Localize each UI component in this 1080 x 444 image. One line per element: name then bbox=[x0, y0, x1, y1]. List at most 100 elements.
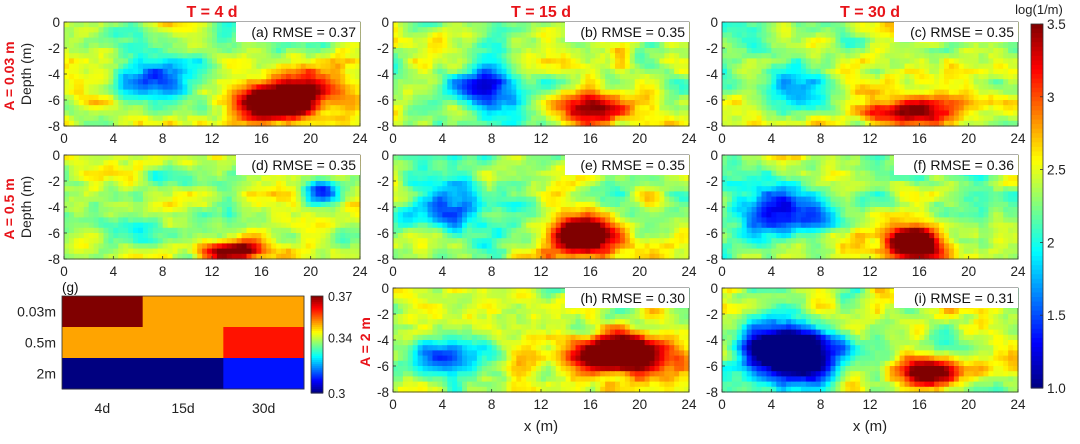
heatmap-cell bbox=[64, 191, 70, 198]
heatmap-cell bbox=[914, 94, 920, 101]
heatmap-cell bbox=[476, 94, 483, 101]
heatmap-cell bbox=[108, 84, 114, 91]
heatmap-cell bbox=[266, 42, 272, 49]
heatmap-cell bbox=[123, 191, 129, 198]
heatmap-cell bbox=[800, 105, 807, 111]
heatmap-cell bbox=[904, 89, 911, 96]
heatmap-cell bbox=[815, 37, 822, 44]
heatmap-cell bbox=[276, 120, 282, 127]
heatmap-cell bbox=[103, 42, 109, 49]
heatmap-cell bbox=[570, 115, 577, 122]
heatmap-cell bbox=[157, 22, 164, 28]
heatmap-cell bbox=[973, 79, 980, 85]
heatmap-cell bbox=[776, 94, 782, 101]
heatmap-cell bbox=[118, 253, 124, 260]
heatmap-cell bbox=[968, 100, 975, 106]
y-tick-label: -4 bbox=[48, 67, 60, 82]
heatmap-cell bbox=[123, 94, 129, 101]
heatmap-cell bbox=[644, 68, 651, 75]
heatmap-cell bbox=[684, 120, 690, 127]
heatmap-cell bbox=[103, 170, 109, 177]
heatmap-cell bbox=[118, 170, 124, 177]
heatmap-cell bbox=[526, 27, 532, 33]
heatmap-cell bbox=[521, 58, 527, 65]
heatmap-cell bbox=[221, 253, 228, 260]
heatmap-cell bbox=[457, 160, 463, 166]
heatmap-cell bbox=[133, 217, 139, 224]
heatmap-cell bbox=[216, 37, 223, 44]
heatmap-cell bbox=[983, 100, 989, 106]
heatmap-cell bbox=[350, 79, 356, 85]
heatmap-cell bbox=[286, 58, 292, 65]
heatmap-cell bbox=[236, 217, 243, 224]
heatmap-cell bbox=[286, 120, 292, 127]
heatmap-cell bbox=[560, 94, 567, 101]
heatmap-cell bbox=[192, 170, 198, 177]
heatmap-cell bbox=[536, 110, 542, 117]
heatmap-cell bbox=[281, 227, 287, 234]
heatmap-cell bbox=[231, 222, 238, 229]
heatmap-cell bbox=[684, 63, 690, 70]
heatmap-cell bbox=[659, 74, 665, 80]
heatmap-cell bbox=[731, 79, 738, 85]
heatmap-cell bbox=[128, 84, 134, 91]
heatmap-cell bbox=[840, 115, 846, 122]
heatmap-cell bbox=[874, 115, 881, 122]
heatmap-cell bbox=[133, 53, 139, 59]
heatmap-cell bbox=[241, 238, 248, 244]
heatmap-cell bbox=[138, 155, 144, 161]
heatmap-cell bbox=[481, 115, 488, 122]
heatmap-cell bbox=[295, 105, 302, 111]
heatmap-cell bbox=[800, 27, 807, 33]
heatmap-cell bbox=[251, 74, 257, 80]
heatmap-cell bbox=[615, 53, 621, 59]
heatmap-cell bbox=[684, 68, 690, 75]
heatmap-cell bbox=[560, 74, 567, 80]
heatmap-cell bbox=[771, 100, 777, 106]
heatmap-cell bbox=[805, 27, 812, 33]
heatmap-cell bbox=[142, 201, 149, 208]
heatmap-cell bbox=[68, 222, 75, 229]
heatmap-cell bbox=[207, 84, 213, 91]
heatmap-cell bbox=[305, 217, 312, 224]
heatmap-cell bbox=[929, 105, 935, 111]
heatmap-cell bbox=[147, 222, 154, 229]
heatmap-cell bbox=[93, 58, 100, 65]
heatmap-cell bbox=[162, 175, 169, 182]
heatmap-cell bbox=[442, 32, 448, 39]
heatmap-cell bbox=[988, 105, 994, 111]
heatmap-cell bbox=[590, 42, 596, 49]
row-title: A = 2 m bbox=[357, 317, 373, 367]
heatmap-cell bbox=[929, 48, 935, 54]
heatmap-cell bbox=[674, 105, 680, 111]
heatmap-cell bbox=[835, 94, 841, 101]
heatmap-cell bbox=[123, 175, 129, 182]
heatmap-cell bbox=[944, 68, 950, 75]
heatmap-cell bbox=[103, 227, 109, 234]
heatmap-cell bbox=[118, 105, 124, 111]
heatmap-cell bbox=[958, 74, 965, 80]
heatmap-cell bbox=[266, 79, 272, 85]
heatmap-cell bbox=[138, 27, 144, 33]
heatmap-cell bbox=[659, 42, 665, 49]
heatmap-cell bbox=[820, 79, 827, 85]
heatmap-cell bbox=[412, 100, 419, 106]
heatmap-cell bbox=[840, 89, 846, 96]
heatmap-cell bbox=[207, 105, 213, 111]
heatmap-cell bbox=[521, 120, 527, 127]
heatmap-cell bbox=[402, 84, 409, 91]
heatmap-cell bbox=[167, 217, 174, 224]
heatmap-cell bbox=[123, 105, 129, 111]
heatmap-cell bbox=[241, 212, 248, 218]
heatmap-cell bbox=[305, 201, 312, 208]
heatmap-cell bbox=[751, 110, 758, 117]
heatmap-cell bbox=[78, 68, 85, 75]
heatmap-cell bbox=[345, 243, 351, 250]
heatmap-cell bbox=[501, 79, 508, 85]
heatmap-cell bbox=[417, 53, 424, 59]
heatmap-cell bbox=[251, 94, 257, 101]
heatmap-cell bbox=[674, 84, 680, 91]
heatmap-cell bbox=[202, 217, 208, 224]
heatmap-cell bbox=[684, 100, 690, 106]
heatmap-cell bbox=[187, 53, 193, 59]
